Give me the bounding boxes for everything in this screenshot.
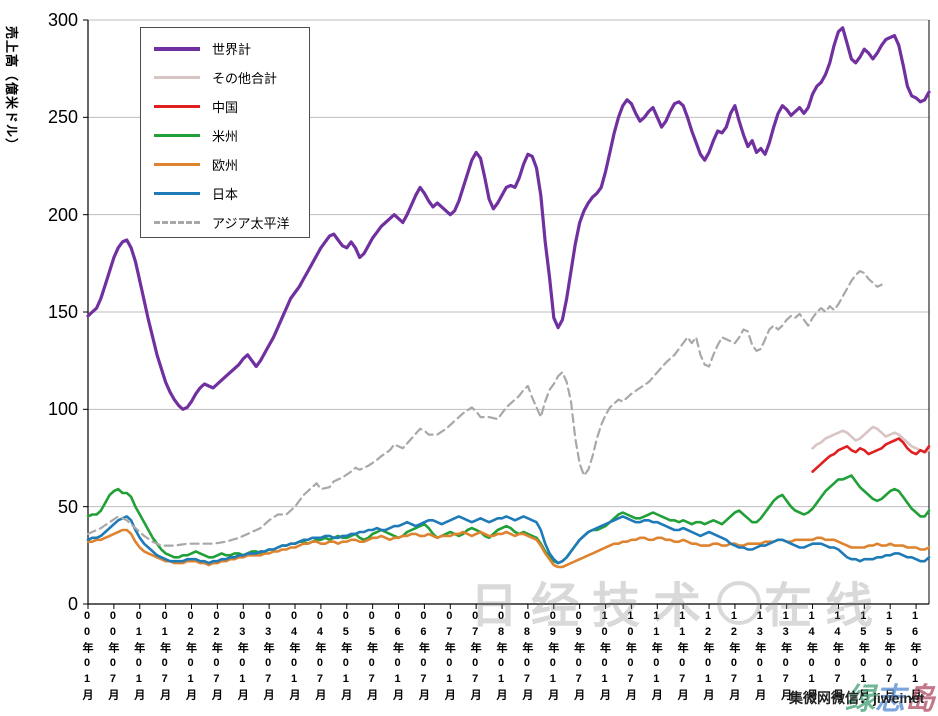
legend-label-others-total: その他合計 bbox=[212, 71, 278, 86]
x-tick-label-25: 12年07月 bbox=[727, 610, 740, 704]
legend-label-asia-pacific: アジア太平洋 bbox=[212, 216, 290, 231]
legend-swatch-europe bbox=[154, 163, 200, 166]
y-tick-label-0: 0 bbox=[67, 594, 78, 614]
legend-row-asia-pacific: アジア太平洋 bbox=[141, 208, 309, 237]
y-tick-label-100: 100 bbox=[47, 399, 78, 420]
watermark-nikkei-right: 在线 bbox=[764, 580, 887, 633]
x-tick-label-3: 01年07月 bbox=[158, 610, 171, 704]
y-tick-label-250: 250 bbox=[47, 107, 78, 128]
legend-swatch-world-total bbox=[154, 46, 200, 51]
legend-label-world-total: 世界計 bbox=[212, 42, 252, 57]
y-tick-label-50: 50 bbox=[57, 496, 78, 517]
x-tick-label-13: 06年07月 bbox=[417, 610, 430, 704]
watermark-nikkei-left: 日经技术 bbox=[470, 580, 715, 633]
x-tick-label-23: 11年07月 bbox=[676, 610, 689, 704]
legend-swatch-others-total bbox=[154, 76, 200, 79]
watermark-seal-char-1: 志 bbox=[875, 683, 905, 716]
x-tick-label-27: 13年07月 bbox=[779, 610, 792, 704]
series-line-others-total bbox=[811, 425, 931, 454]
legend-swatch-japan bbox=[154, 192, 200, 195]
watermark-jiweinet: 集微网微信：jiweinet bbox=[789, 690, 925, 706]
series-line-japan bbox=[86, 515, 931, 565]
x-tick-label-26: 13年01月 bbox=[753, 610, 766, 704]
x-tick-label-2: 01年01月 bbox=[132, 610, 145, 704]
watermark-colored-seal: 绿志岛 bbox=[845, 674, 935, 716]
legend-swatch-americas bbox=[154, 134, 200, 137]
x-tick-label-24: 12年01月 bbox=[702, 610, 715, 704]
x-tick-label-32: 16年01月 bbox=[909, 610, 922, 704]
x-tick-label-9: 04年07月 bbox=[313, 610, 326, 704]
x-tick-label-10: 05年01月 bbox=[339, 610, 352, 704]
x-tick-label-16: 08年01月 bbox=[495, 610, 508, 704]
x-tick-label-31: 15年07月 bbox=[883, 610, 896, 704]
watermark-nikkei: 日经技术 在线 bbox=[470, 566, 886, 636]
series-line-world-total bbox=[86, 26, 931, 411]
x-tick-label-29: 14年07月 bbox=[831, 610, 844, 704]
x-tick-label-5: 02年07月 bbox=[210, 610, 223, 704]
y-tick-label-300: 300 bbox=[47, 10, 78, 30]
series-line-china bbox=[811, 437, 931, 473]
x-tick-label-22: 11年01月 bbox=[650, 610, 663, 704]
x-tick-label-14: 07年01月 bbox=[443, 610, 456, 704]
legend-row-others-total: その他合計 bbox=[141, 63, 309, 92]
series-line-americas bbox=[86, 474, 931, 565]
x-tick-label-6: 03年01月 bbox=[236, 610, 249, 704]
watermark-seal-char-2: 岛 bbox=[905, 683, 935, 716]
x-tick-label-18: 09年01月 bbox=[546, 610, 559, 704]
legend-label-europe: 欧州 bbox=[212, 158, 239, 173]
x-tick-label-11: 05年07月 bbox=[365, 610, 378, 704]
legend-row-world-total: 世界計 bbox=[141, 34, 309, 63]
watermark-logo-circle-icon bbox=[717, 581, 762, 625]
x-tick-label-1: 00年07月 bbox=[106, 610, 119, 704]
legend-swatch-china bbox=[154, 105, 200, 108]
legend-row-japan: 日本 bbox=[141, 179, 309, 208]
x-tick-label-19: 09年07月 bbox=[572, 610, 585, 704]
legend-box: 世界計その他合計中国米州欧州日本アジア太平洋 bbox=[140, 27, 310, 238]
x-tick-label-17: 08年07月 bbox=[520, 610, 533, 704]
x-tick-label-8: 04年01月 bbox=[288, 610, 300, 704]
y-tick-label-150: 150 bbox=[47, 302, 78, 322]
legend-label-china: 中国 bbox=[212, 100, 239, 115]
legend-row-china: 中国 bbox=[141, 92, 309, 121]
x-tick-label-0: 00年01月 bbox=[81, 610, 93, 704]
legend-row-americas: 米州 bbox=[141, 121, 309, 150]
x-tick-label-21: 10年07月 bbox=[624, 610, 637, 704]
legend-label-americas: 米州 bbox=[212, 129, 239, 144]
series-line-asia-pacific bbox=[86, 270, 883, 547]
legend-swatch-asia-pacific bbox=[154, 221, 200, 224]
legend-label-japan: 日本 bbox=[212, 187, 239, 202]
x-tick-label-4: 02年01月 bbox=[184, 610, 197, 704]
x-tick-label-30: 15年01月 bbox=[857, 610, 870, 704]
x-tick-label-12: 06年01月 bbox=[391, 610, 404, 704]
x-tick-label-20: 10年01月 bbox=[598, 610, 611, 704]
x-tick-label-15: 07年07月 bbox=[469, 610, 482, 704]
watermark-seal-char-0: 绿 bbox=[845, 683, 875, 716]
y-tick-label-200: 200 bbox=[47, 204, 78, 225]
x-tick-label-7: 03年07月 bbox=[262, 610, 275, 704]
legend-row-europe: 欧州 bbox=[141, 150, 309, 179]
x-tick-label-28: 14年01月 bbox=[805, 610, 818, 704]
y-axis-title: 売上高（億米ドル） bbox=[4, 26, 19, 153]
